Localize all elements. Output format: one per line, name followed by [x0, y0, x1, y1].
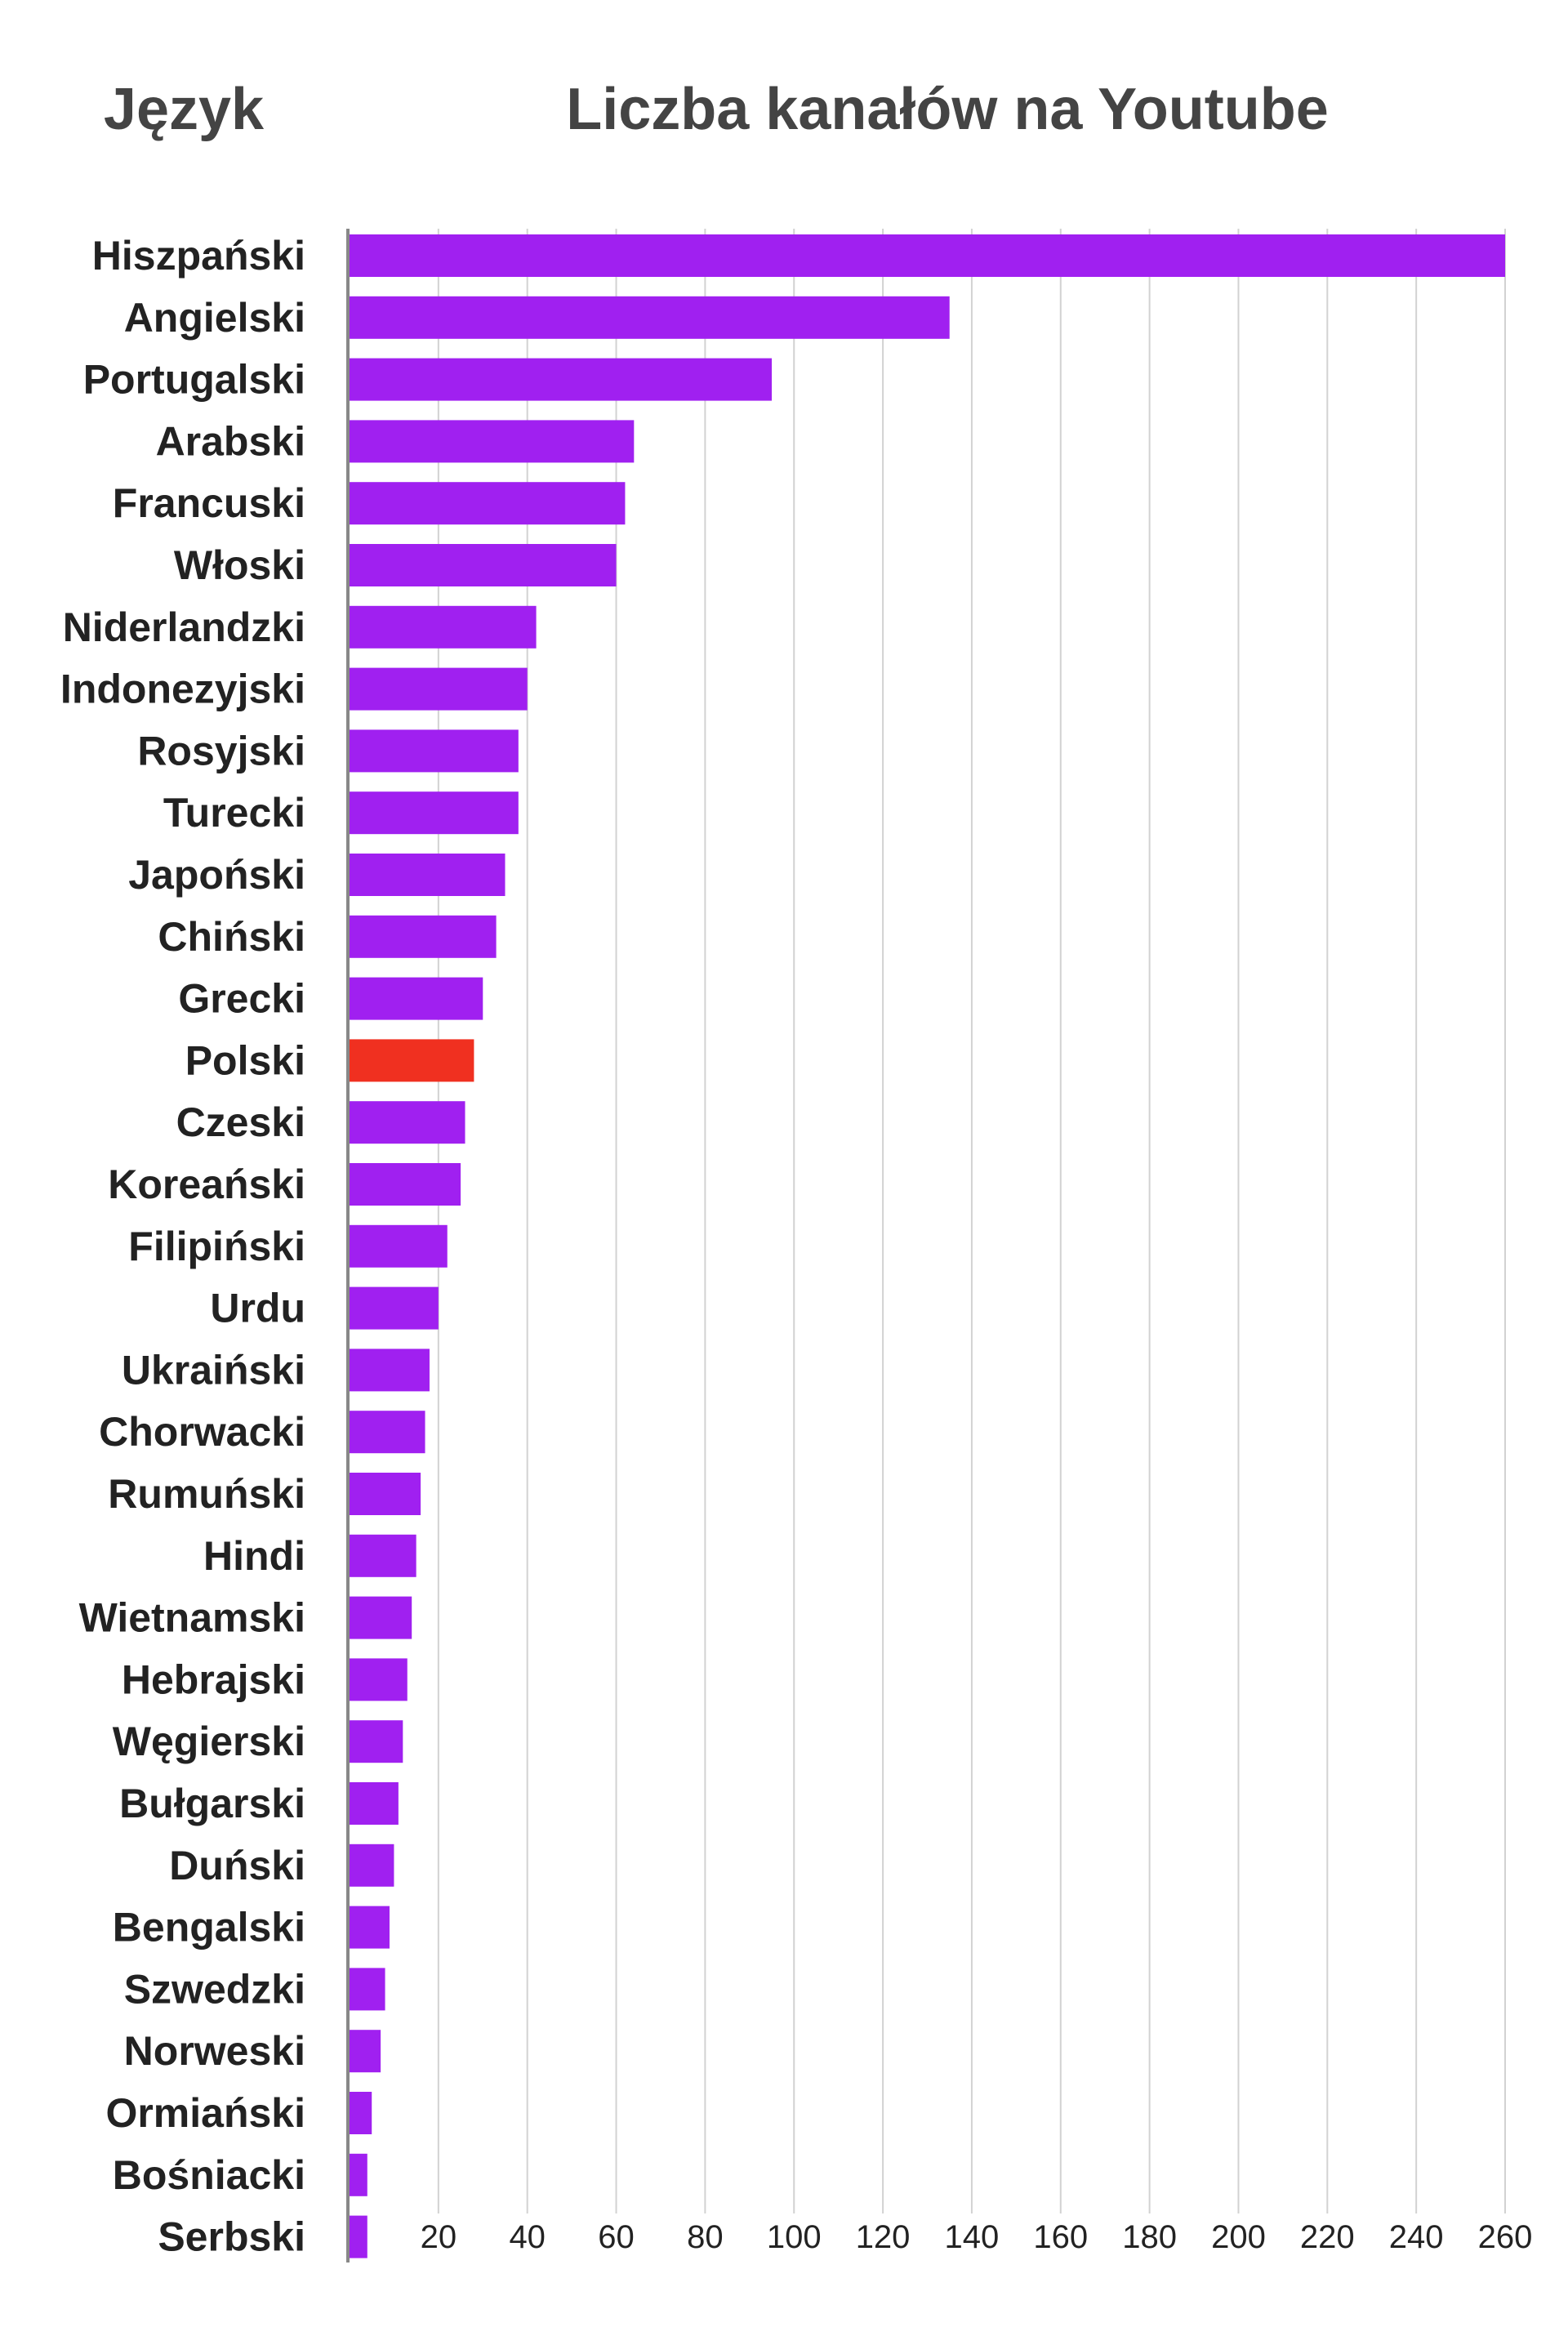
category-labels: Hiszpański Angielski Portugalski Arabski Fra… — [60, 233, 305, 2260]
category-label-serbski: Serbski — [158, 2214, 305, 2260]
category-label-indonezyjski: Indonezyjski — [60, 666, 305, 712]
bar-szwedzki — [350, 1968, 385, 2010]
bar-serbski — [350, 2216, 368, 2258]
bar-turecki — [350, 791, 519, 834]
bar-bosniacki — [350, 2154, 368, 2196]
bar-portugalski — [350, 359, 772, 401]
category-label-bulgarski: Bułgarski — [119, 1781, 305, 1826]
category-label-bengalski: Bengalski — [113, 1905, 305, 1950]
x-tick-label: 40 — [509, 2219, 546, 2255]
x-tick-label: 240 — [1389, 2219, 1444, 2255]
x-tick-label: 160 — [1033, 2219, 1088, 2255]
category-label-urdu: Urdu — [210, 1286, 305, 1331]
category-label-koreanski: Koreański — [108, 1161, 305, 1207]
category-label-rumunski: Rumuński — [108, 1471, 305, 1517]
bar-polski — [350, 1039, 474, 1081]
category-label-szwedzki: Szwedzki — [124, 1966, 305, 2012]
bar-hiszpanski — [350, 234, 1505, 277]
category-label-wietnamski: Wietnamski — [79, 1595, 305, 1641]
bars — [350, 234, 1505, 2258]
x-tick-label: 220 — [1300, 2219, 1355, 2255]
category-label-czeski: Czeski — [176, 1099, 305, 1145]
bar-hindi — [350, 1535, 416, 1577]
x-tick-label: 180 — [1122, 2219, 1177, 2255]
x-tick-label: 120 — [856, 2219, 911, 2255]
category-label-ormianski: Ormiański — [105, 2090, 305, 2136]
bar-grecki — [350, 978, 483, 1020]
category-label-japonski: Japoński — [128, 852, 305, 898]
bar-czeski — [350, 1101, 466, 1144]
grid-lines — [439, 229, 1505, 2213]
category-label-hindi: Hindi — [203, 1533, 305, 1579]
bar-indonezyjski — [350, 668, 528, 711]
bar-wloski — [350, 544, 617, 586]
category-label-chinski: Chiński — [158, 914, 305, 960]
category-label-francuski: Francuski — [113, 480, 305, 526]
bar-ukrainski — [350, 1349, 430, 1391]
category-label-turecki: Turecki — [163, 790, 305, 836]
category-heading: Język — [104, 77, 265, 142]
category-label-hiszpanski: Hiszpański — [92, 233, 305, 279]
x-tick-label: 20 — [421, 2219, 457, 2255]
x-tick-labels: 20 40 60 80 100 120 140 160 180 200 220 240 260 — [421, 2219, 1533, 2255]
category-label-rosyjski: Rosyjski — [137, 728, 305, 773]
category-label-filipinski: Filipiński — [128, 1224, 305, 1269]
bar-japonski — [350, 854, 505, 896]
bar-angielski — [350, 296, 950, 339]
category-label-dunski: Duński — [169, 1843, 305, 1888]
category-label-arabski: Arabski — [156, 418, 305, 464]
bar-rosyjski — [350, 729, 519, 772]
x-tick-label: 80 — [687, 2219, 724, 2255]
value-heading: Liczba kanałów na Youtube — [566, 77, 1329, 142]
x-tick-label: 260 — [1478, 2219, 1533, 2255]
bar-ormianski — [350, 2092, 372, 2134]
category-label-angielski: Angielski — [124, 295, 305, 341]
x-tick-label: 100 — [767, 2219, 822, 2255]
bar-bengalski — [350, 1906, 390, 1949]
category-label-ukrainski: Ukraiński — [122, 1347, 305, 1393]
bar-urdu — [350, 1287, 439, 1330]
bar-dunski — [350, 1844, 394, 1887]
bar-filipinski — [350, 1225, 448, 1268]
category-label-wloski: Włoski — [174, 542, 305, 588]
category-label-niderlandzki: Niderlandzki — [63, 604, 305, 650]
category-label-portugalski: Portugalski — [83, 357, 305, 403]
bar-chinski — [350, 916, 497, 958]
category-label-chorwacki: Chorwacki — [99, 1409, 305, 1455]
bar-norweski — [350, 2030, 381, 2072]
category-label-bosniacki: Bośniacki — [113, 2152, 305, 2198]
bar-chorwacki — [350, 1411, 425, 1453]
x-tick-label: 140 — [945, 2219, 1000, 2255]
bar-koreanski — [350, 1163, 461, 1206]
bar-wegierski — [350, 1720, 403, 1763]
category-label-hebrajski: Hebrajski — [122, 1656, 305, 1702]
category-label-norweski: Norweski — [124, 2028, 305, 2074]
category-label-polski: Polski — [185, 1037, 305, 1083]
category-label-grecki: Grecki — [178, 976, 305, 1022]
x-tick-label: 60 — [598, 2219, 635, 2255]
bar-wietnamski — [350, 1597, 412, 1639]
category-label-wegierski: Węgierski — [113, 1719, 305, 1764]
bar-francuski — [350, 482, 625, 524]
bar-hebrajski — [350, 1658, 408, 1701]
bar-arabski — [350, 420, 634, 462]
bar-bulgarski — [350, 1782, 399, 1825]
x-tick-label: 200 — [1211, 2219, 1266, 2255]
bar-rumunski — [350, 1473, 421, 1515]
bar-niderlandzki — [350, 606, 537, 649]
